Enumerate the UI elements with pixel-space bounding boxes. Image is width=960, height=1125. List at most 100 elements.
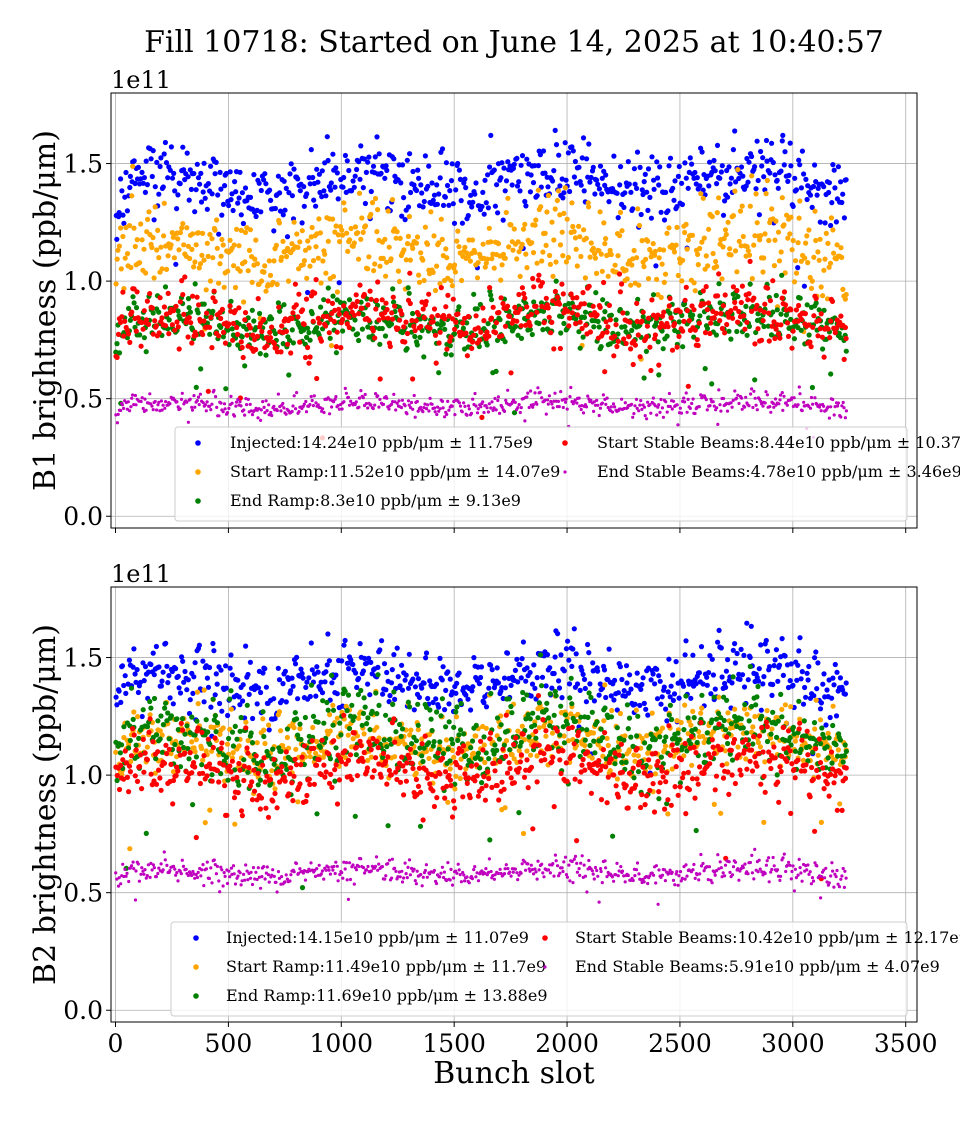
b2-point [624, 680, 629, 685]
b1-point [680, 344, 685, 349]
b1-point [499, 295, 504, 300]
b1-point [514, 156, 519, 161]
b1-point [416, 400, 419, 403]
b1-point [300, 220, 305, 225]
b1-point [154, 160, 159, 165]
b1-point [481, 318, 486, 323]
b1-point [586, 141, 591, 146]
b2-point [225, 778, 230, 783]
b2-point [744, 621, 749, 626]
b1-point [239, 404, 242, 407]
b1-point [538, 204, 543, 209]
b1-point [713, 168, 718, 173]
b1-point [459, 405, 462, 408]
b1-point [423, 225, 428, 230]
b1-point [821, 184, 826, 189]
b1-point [353, 174, 358, 179]
b1-point [796, 303, 801, 308]
b1-point [782, 395, 785, 398]
b2-point [141, 707, 146, 712]
b1-point [606, 274, 611, 279]
b1-point [578, 397, 581, 400]
b1-point [135, 237, 140, 242]
b1-point [233, 285, 238, 290]
b2-point [392, 754, 397, 759]
b1-point [149, 245, 154, 250]
b1-point [119, 314, 124, 319]
b1-point [212, 228, 217, 233]
b1-point [598, 164, 603, 169]
b1-point [191, 264, 196, 269]
b2-point [148, 662, 153, 667]
b1-point [453, 320, 458, 325]
b1-point [632, 412, 635, 415]
b1-point [639, 212, 644, 217]
b1-point [683, 298, 688, 303]
b1-point [209, 408, 212, 411]
b1-point [755, 220, 760, 225]
b1-point [551, 237, 556, 242]
b1-point [496, 241, 501, 246]
b1-point [811, 184, 816, 189]
b1-point [663, 272, 668, 277]
b2-point [812, 655, 817, 660]
b2-point [335, 691, 340, 696]
b1-legend-marker [195, 469, 201, 475]
b2-point [184, 687, 189, 692]
b2-point [834, 713, 839, 718]
b2-point [759, 708, 764, 713]
b1-point [426, 292, 431, 297]
b1-point [774, 397, 777, 400]
b1-legend-marker [195, 498, 201, 504]
b1-point [586, 395, 589, 398]
b1-point [205, 409, 208, 412]
b1-point [379, 171, 384, 176]
b1-point [684, 176, 689, 181]
b1-point [578, 346, 583, 351]
b1-point [355, 230, 360, 235]
b2-point [346, 666, 351, 671]
b1-point [326, 158, 331, 163]
b1-point [142, 308, 147, 313]
b2-point [413, 684, 418, 689]
b1-point [720, 163, 725, 168]
b1-point [830, 162, 835, 167]
b1-point [219, 237, 224, 242]
b1-point [143, 190, 148, 195]
b1-point [198, 403, 201, 406]
b1-point [751, 243, 756, 248]
b1-point [567, 189, 572, 194]
b2-point [218, 668, 223, 673]
b1-point [408, 190, 413, 195]
b1-point [407, 271, 412, 276]
b2-point [582, 677, 587, 682]
b1-point [536, 188, 541, 193]
b2-point [564, 646, 569, 651]
b1-point [830, 227, 835, 232]
b1-point [481, 242, 486, 247]
b2-point [520, 656, 525, 661]
b1-point [243, 185, 248, 190]
b1-point [512, 305, 517, 310]
b1-legend-entry: Injected:14.24e10 ppb/μm ± 11.75e9 [230, 433, 533, 452]
b1-point [243, 230, 248, 235]
b1-point [666, 163, 671, 168]
b1-point [444, 160, 449, 165]
b1-point [435, 313, 440, 318]
b1-point [294, 407, 297, 410]
b1-point [662, 280, 667, 285]
b1-point [292, 220, 297, 225]
b1-point [491, 305, 496, 310]
b1-point [584, 236, 589, 241]
b1-point [342, 207, 347, 212]
b2-point [490, 667, 495, 672]
b1-point [823, 220, 828, 225]
b1-point [565, 217, 570, 222]
b1-point [436, 191, 441, 196]
b1-point [354, 167, 359, 172]
b1-point [361, 230, 366, 235]
b2-point [666, 657, 671, 662]
b1-point [267, 258, 272, 263]
b1-point [578, 254, 583, 259]
b1-point [732, 300, 737, 305]
